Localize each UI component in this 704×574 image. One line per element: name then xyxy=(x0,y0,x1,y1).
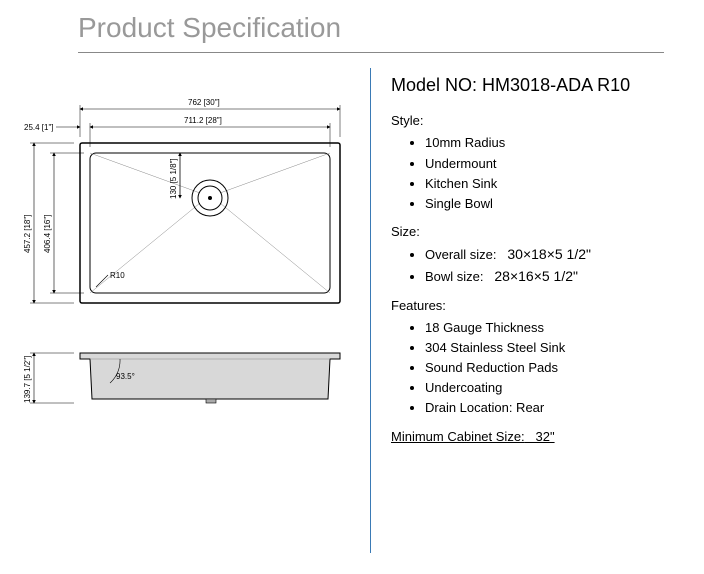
model-number: Model NO: HM3018-ADA R10 xyxy=(391,73,684,98)
technical-drawing: R10 762 [30"] 711.2 [28"] 25.4 [1"] xyxy=(20,93,370,553)
list-item: Undercoating xyxy=(425,379,684,397)
drawing-panel: R10 762 [30"] 711.2 [28"] 25.4 [1"] xyxy=(0,73,370,553)
list-item: 10mm Radius xyxy=(425,134,684,152)
list-item: Bowl size: 28×16×5 1/2" xyxy=(425,267,684,287)
dim-height-outer: 457.2 [18"] xyxy=(23,215,32,253)
features-list: 18 Gauge Thickness 304 Stainless Steel S… xyxy=(391,319,684,418)
min-cabinet-value: 32" xyxy=(536,429,555,444)
style-list: 10mm Radius Undermount Kitchen Sink Sing… xyxy=(391,134,684,213)
bowl-size-label: Bowl size: xyxy=(425,269,484,284)
list-item: 304 Stainless Steel Sink xyxy=(425,339,684,357)
overall-size-value: 30×18×5 1/2" xyxy=(507,246,591,262)
dim-flange: 25.4 [1"] xyxy=(24,123,54,132)
dim-radius: R10 xyxy=(110,271,125,280)
dim-angle: 93.5° xyxy=(116,372,135,381)
dim-height-inner: 406.4 [16"] xyxy=(43,215,52,253)
size-list: Overall size: 30×18×5 1/2" Bowl size: 28… xyxy=(391,245,684,286)
list-item: Single Bowl xyxy=(425,195,684,213)
model-label: Model NO: xyxy=(391,75,477,95)
page-title: Product Specification xyxy=(78,12,704,44)
list-item: Sound Reduction Pads xyxy=(425,359,684,377)
dim-drain-offset: 130 [5 1/8"] xyxy=(169,158,178,199)
spec-panel: Model NO: HM3018-ADA R10 Style: 10mm Rad… xyxy=(371,73,704,553)
min-cabinet: Minimum Cabinet Size: 32" xyxy=(391,428,684,446)
model-value: HM3018-ADA R10 xyxy=(482,75,630,95)
dim-width-outer: 762 [30"] xyxy=(188,98,220,107)
list-item: 18 Gauge Thickness xyxy=(425,319,684,337)
list-item: Drain Location: Rear xyxy=(425,399,684,417)
list-item: Kitchen Sink xyxy=(425,175,684,193)
min-cabinet-label: Minimum Cabinet Size: xyxy=(391,429,525,444)
style-label: Style: xyxy=(391,112,684,130)
content: R10 762 [30"] 711.2 [28"] 25.4 [1"] xyxy=(0,53,704,553)
dim-width-inner: 711.2 [28"] xyxy=(184,116,222,125)
dim-depth: 139.7 [5 1/2"] xyxy=(23,356,32,403)
bowl-size-value: 28×16×5 1/2" xyxy=(494,268,578,284)
list-item: Undermount xyxy=(425,155,684,173)
list-item: Overall size: 30×18×5 1/2" xyxy=(425,245,684,265)
overall-size-label: Overall size: xyxy=(425,247,497,262)
size-label: Size: xyxy=(391,223,684,241)
features-label: Features: xyxy=(391,297,684,315)
